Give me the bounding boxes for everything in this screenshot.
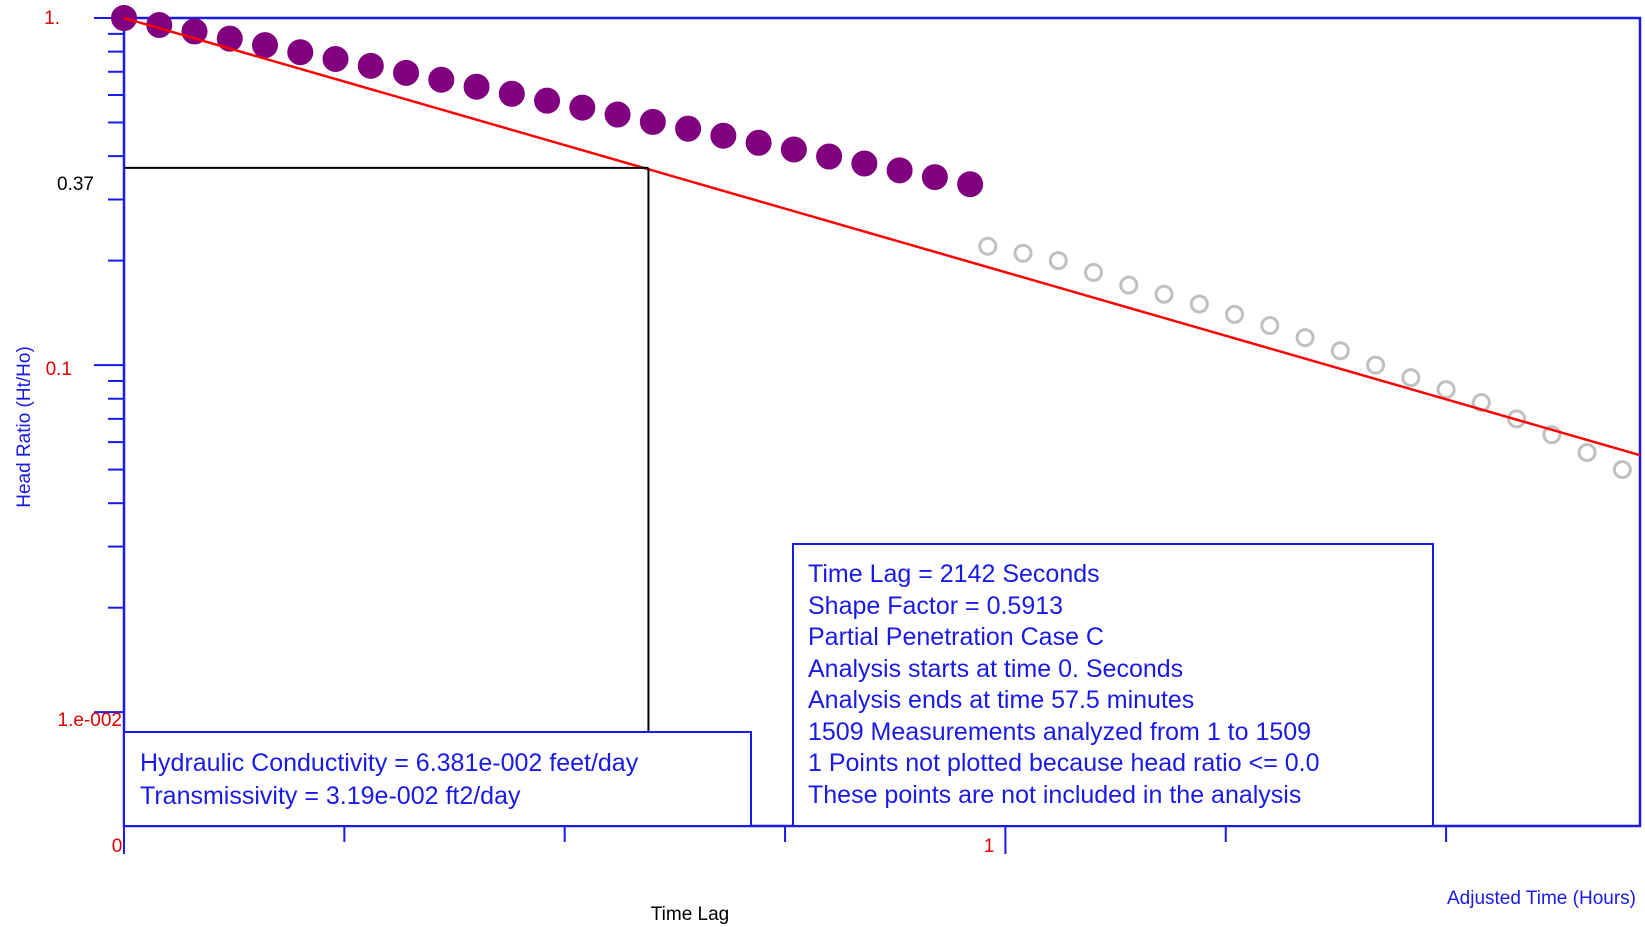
info-line-3: Partial Penetration Case C <box>808 623 1104 651</box>
info-line-1: Time Lag = 2142 Seconds <box>808 560 1100 588</box>
info-line-4: Analysis starts at time 0. Seconds <box>808 655 1183 683</box>
excluded-point <box>1612 460 1632 480</box>
excluded-point <box>1119 275 1139 295</box>
excluded-point <box>1295 328 1315 348</box>
info-line-2: Shape Factor = 0.5913 <box>808 592 1063 620</box>
excluded-point <box>1401 368 1421 388</box>
analyzed-point <box>216 25 243 52</box>
time-lag-label: Time Lag <box>651 904 730 925</box>
analyzed-point <box>816 143 843 170</box>
analyzed-point <box>322 45 349 72</box>
analyzed-point <box>780 136 807 163</box>
analyzed-point <box>851 150 878 177</box>
analyzed-point <box>745 129 772 156</box>
analyzed-point <box>886 157 913 184</box>
x-axis-ticks <box>123 826 1448 854</box>
y-tick-label-0-01: 1.e-002 <box>58 710 122 731</box>
analyzed-point <box>639 108 666 135</box>
analyzed-point <box>675 115 702 142</box>
results-line-1: Hydraulic Conductivity = 6.381e-002 feet… <box>140 749 639 777</box>
excluded-point <box>978 236 998 256</box>
fit-line <box>123 16 1641 457</box>
fit-line-group <box>123 16 1641 457</box>
excluded-point <box>1225 304 1245 324</box>
analyzed-point <box>393 59 420 86</box>
analyzed-point <box>569 94 596 121</box>
analyzed-point <box>957 171 984 198</box>
excluded-point <box>1084 262 1104 282</box>
info-line-7: 1 Points not plotted because head ratio … <box>808 749 1320 777</box>
analyzed-point <box>498 80 525 107</box>
excluded-point <box>1330 341 1350 361</box>
excluded-point <box>1154 284 1174 304</box>
y-tick-label-0-37: 0.37 <box>57 174 94 195</box>
x-axis-title: Adjusted Time (Hours) <box>1447 888 1636 909</box>
y-tick-label-0-1: 0.1 <box>46 359 72 380</box>
y-tick-label-1: 1. <box>44 8 60 29</box>
analyzed-point <box>534 87 561 114</box>
analyzed-point <box>287 39 314 66</box>
analyzed-point <box>604 101 631 128</box>
excluded-point <box>1366 355 1386 375</box>
excluded-point <box>1189 294 1209 314</box>
excluded-point <box>1260 316 1280 336</box>
info-line-8: These points are not included in the ana… <box>808 781 1301 809</box>
excluded-point <box>1048 251 1068 271</box>
excluded-point <box>1013 243 1033 263</box>
analyzed-point <box>252 32 279 59</box>
data-points <box>111 5 1632 480</box>
time-lag-marker <box>124 166 650 732</box>
analyzed-point <box>921 164 948 191</box>
analyzed-point <box>428 66 455 93</box>
analyzed-point <box>710 122 737 149</box>
analyzed-point <box>463 73 490 100</box>
y-axis-ticks <box>94 17 124 714</box>
x-tick-label-1: 1 <box>984 836 995 857</box>
excluded-point <box>1436 380 1456 400</box>
info-line-5: Analysis ends at time 57.5 minutes <box>808 686 1194 714</box>
analyzed-point <box>357 52 384 79</box>
info-box: Time Lag = 2142 Seconds Shape Factor = 0… <box>792 543 1434 827</box>
results-line-2: Transmissivity = 3.19e-002 ft2/day <box>140 782 521 810</box>
y-axis-title: Head Ratio (Ht/Ho) <box>14 346 35 508</box>
results-box: Hydraulic Conductivity = 6.381e-002 feet… <box>123 731 752 827</box>
x-tick-label-0: 0 <box>112 836 123 857</box>
excluded-point <box>1577 442 1597 462</box>
info-line-6: 1509 Measurements analyzed from 1 to 150… <box>808 718 1311 746</box>
